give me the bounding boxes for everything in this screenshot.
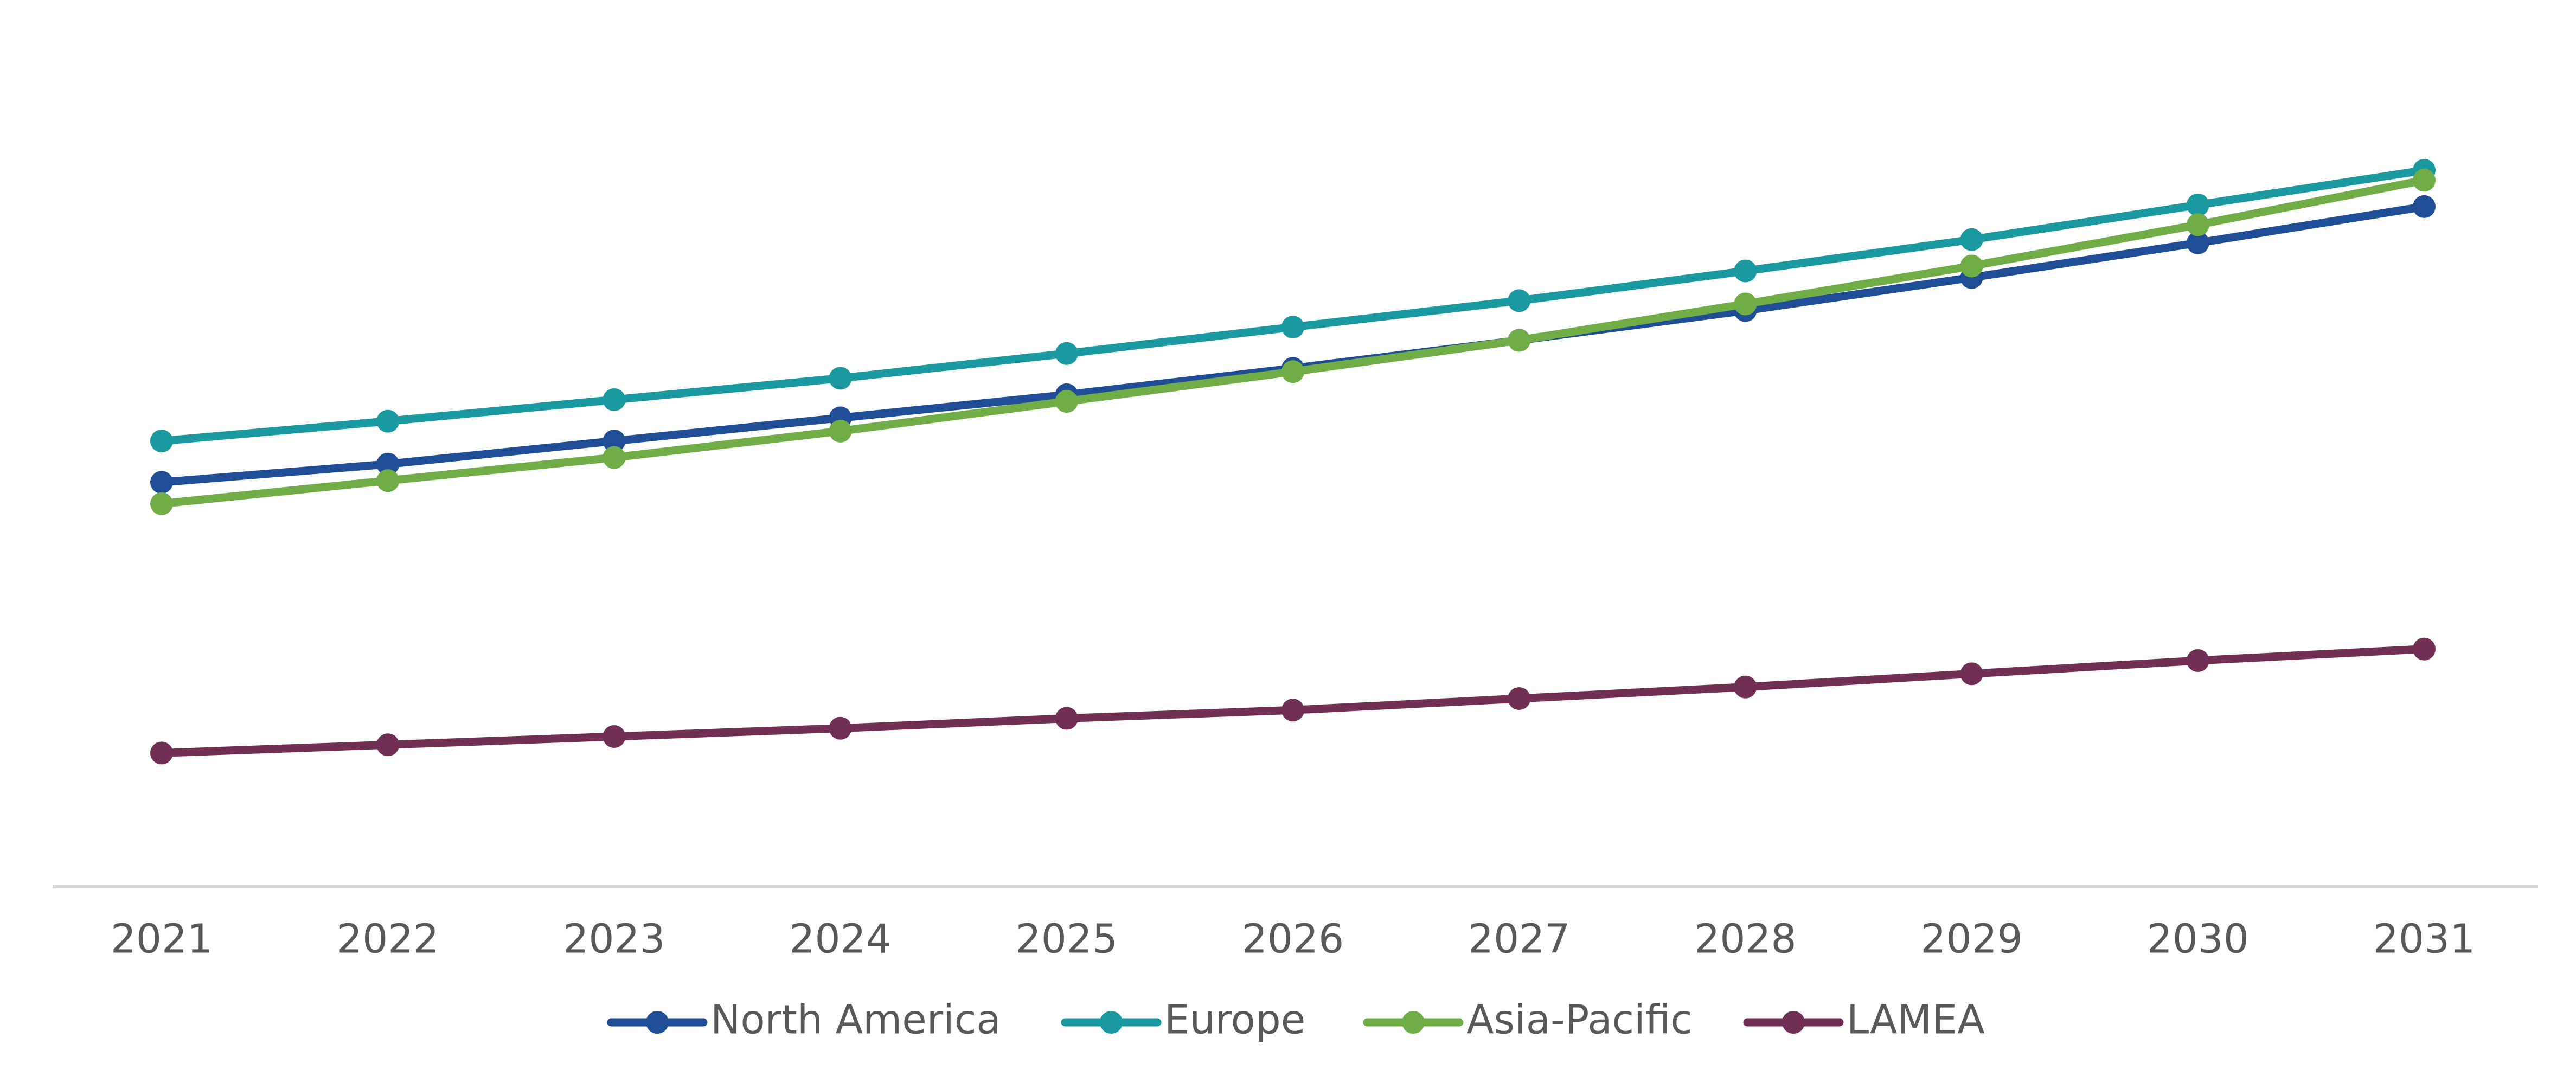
point <box>1960 228 1983 251</box>
x-tick-label: 2030 <box>2147 916 2249 963</box>
point <box>2186 649 2209 672</box>
legend-label: Asia-Pacific <box>1466 997 1693 1043</box>
point <box>1734 292 1757 316</box>
point <box>2413 169 2436 192</box>
point <box>1055 342 1078 365</box>
point <box>2186 231 2209 254</box>
x-tick-label: 2027 <box>1468 916 1570 963</box>
x-tick-label: 2026 <box>1242 916 1344 963</box>
x-tick-label: 2021 <box>111 916 213 963</box>
point <box>1281 360 1304 383</box>
legend-marker <box>1782 1011 1805 1034</box>
point <box>150 471 173 494</box>
legend-label: North America <box>710 997 1001 1043</box>
point <box>603 725 626 748</box>
legend-label: Europe <box>1164 997 1305 1043</box>
point <box>1960 254 1983 278</box>
legend-label: LAMEA <box>1847 997 1985 1043</box>
point <box>2186 213 2209 236</box>
point <box>1281 699 1304 722</box>
point <box>1960 662 1983 686</box>
point <box>603 388 626 412</box>
point <box>150 430 173 453</box>
point <box>376 452 400 476</box>
point <box>376 469 400 492</box>
x-tick-label: 2031 <box>2373 916 2475 963</box>
point <box>1281 316 1304 339</box>
point <box>829 419 852 443</box>
point <box>150 492 173 515</box>
x-tick-label: 2023 <box>563 916 665 963</box>
series-line <box>161 166 2425 445</box>
point <box>1734 259 1757 283</box>
point <box>2186 193 2209 216</box>
point <box>1734 675 1757 699</box>
point <box>1508 289 1531 312</box>
point <box>829 716 852 740</box>
x-tick-label: 2028 <box>1694 916 1796 963</box>
point <box>376 409 400 433</box>
x-tick-label: 2022 <box>337 916 439 963</box>
legend-marker <box>1402 1011 1425 1034</box>
point <box>1055 707 1078 730</box>
x-tick-label: 2029 <box>1920 916 2022 963</box>
x-tick-label: 2025 <box>1016 916 1118 963</box>
point <box>2413 195 2436 218</box>
point <box>829 367 852 390</box>
point <box>1508 687 1531 710</box>
point <box>2413 637 2436 661</box>
point <box>1508 329 1531 352</box>
point <box>1055 390 1078 413</box>
legend-marker <box>646 1011 669 1034</box>
x-tick-label: 2024 <box>789 916 891 963</box>
point <box>603 430 626 453</box>
point <box>150 741 173 765</box>
point <box>603 446 626 469</box>
point <box>376 733 400 757</box>
legend-marker <box>1100 1011 1123 1034</box>
